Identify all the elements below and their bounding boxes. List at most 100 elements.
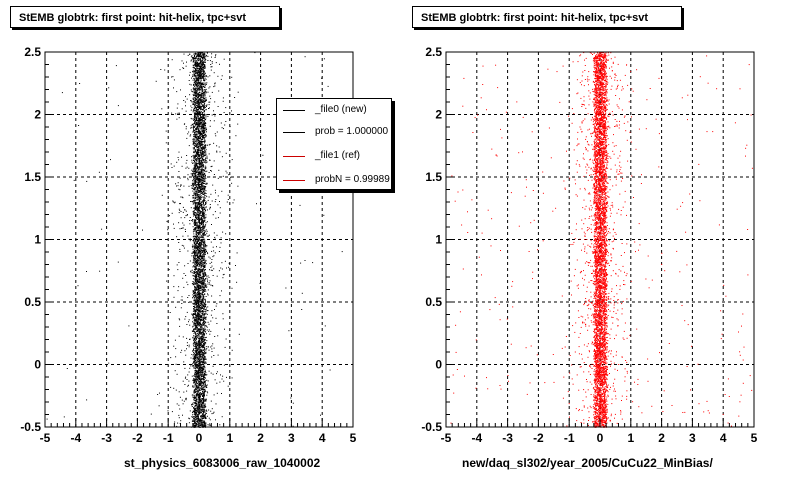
scatter-point — [192, 147, 194, 149]
scatter-point — [197, 226, 199, 228]
scatter-point — [202, 327, 204, 329]
scatter-point — [198, 63, 199, 65]
scatter-point — [202, 163, 204, 165]
scatter-point — [193, 420, 195, 422]
scatter-point — [193, 260, 195, 262]
scatter-point — [203, 78, 205, 80]
scatter-point — [197, 276, 199, 278]
scatter-point — [201, 413, 203, 415]
scatter-point — [202, 151, 204, 152]
scatter-point — [199, 364, 201, 366]
scatter-point — [195, 365, 197, 367]
scatter-point — [200, 266, 202, 268]
scatter-point — [194, 241, 196, 243]
scatter-point — [204, 217, 206, 219]
scatter-point — [203, 187, 205, 189]
scatter-point — [195, 407, 197, 409]
scatter-point — [203, 238, 205, 240]
scatter-point — [198, 317, 199, 319]
scatter-point — [204, 189, 206, 191]
scatter-point — [199, 174, 200, 176]
scatter-point — [197, 225, 199, 227]
scatter-point — [197, 396, 199, 398]
scatter-point — [203, 290, 204, 292]
scatter-point — [204, 254, 206, 255]
scatter-point — [201, 302, 203, 304]
scatter-point — [196, 287, 198, 289]
scatter-point — [204, 323, 205, 325]
scatter-point — [197, 416, 199, 418]
scatter-point — [195, 386, 197, 388]
scatter-point — [201, 342, 203, 344]
scatter-point — [199, 249, 200, 251]
scatter-point — [197, 172, 199, 173]
scatter-point — [196, 377, 198, 379]
scatter-point — [205, 59, 207, 61]
scatter-point — [205, 377, 206, 379]
scatter-point — [198, 250, 200, 252]
scatter-point — [202, 196, 204, 198]
scatter-point — [194, 65, 196, 67]
scatter-point — [196, 223, 198, 225]
scatter-point — [194, 257, 196, 259]
scatter-point — [201, 153, 203, 155]
scatter-point — [201, 215, 202, 217]
scatter-point — [200, 198, 202, 200]
scatter-point — [199, 146, 201, 148]
scatter-point — [204, 324, 206, 326]
scatter-point — [204, 225, 206, 227]
scatter-point — [205, 190, 207, 192]
scatter-point — [196, 395, 198, 397]
scatter-point — [197, 52, 199, 54]
scatter-point — [197, 78, 199, 80]
scatter-point — [194, 361, 196, 363]
scatter-point — [195, 242, 197, 244]
scatter-point — [201, 135, 203, 137]
scatter-point — [199, 276, 201, 278]
scatter-point — [193, 421, 195, 423]
scatter-point — [201, 109, 203, 111]
scatter-point — [194, 121, 196, 123]
scatter-point — [201, 77, 203, 79]
scatter-point — [195, 58, 197, 60]
scatter-point — [200, 403, 202, 405]
scatter-point — [205, 422, 207, 424]
scatter-point — [199, 181, 201, 183]
scatter-point — [193, 414, 195, 415]
scatter-point — [204, 135, 206, 137]
scatter-point — [197, 72, 199, 74]
scatter-point — [200, 222, 202, 224]
scatter-point — [192, 170, 193, 172]
scatter-point — [203, 285, 205, 287]
scatter-point — [201, 113, 203, 115]
scatter-point — [199, 209, 201, 211]
scatter-point — [199, 197, 201, 199]
scatter-point — [203, 276, 204, 278]
scatter-point — [194, 224, 195, 226]
scatter-point — [196, 327, 198, 329]
scatter-point — [199, 366, 201, 368]
scatter-point — [201, 269, 203, 270]
scatter-point — [199, 401, 201, 403]
scatter-point — [203, 417, 205, 419]
scatter-point — [201, 300, 203, 302]
scatter-point — [196, 195, 198, 197]
scatter-point — [203, 90, 205, 92]
scatter-point — [199, 191, 201, 193]
scatter-point — [205, 151, 207, 153]
scatter-point — [194, 187, 196, 189]
scatter-point — [196, 308, 198, 310]
scatter-point — [200, 249, 201, 251]
scatter-point — [193, 240, 195, 242]
scatter-point — [193, 386, 195, 388]
scatter-point — [203, 345, 205, 347]
scatter-point — [197, 190, 199, 192]
scatter-point — [201, 227, 203, 229]
scatter-point — [197, 236, 199, 238]
scatter-point — [198, 275, 200, 277]
scatter-point — [199, 113, 201, 115]
scatter-point — [196, 250, 198, 252]
scatter-point — [201, 204, 203, 205]
scatter-point — [201, 86, 203, 88]
scatter-point — [202, 404, 204, 406]
